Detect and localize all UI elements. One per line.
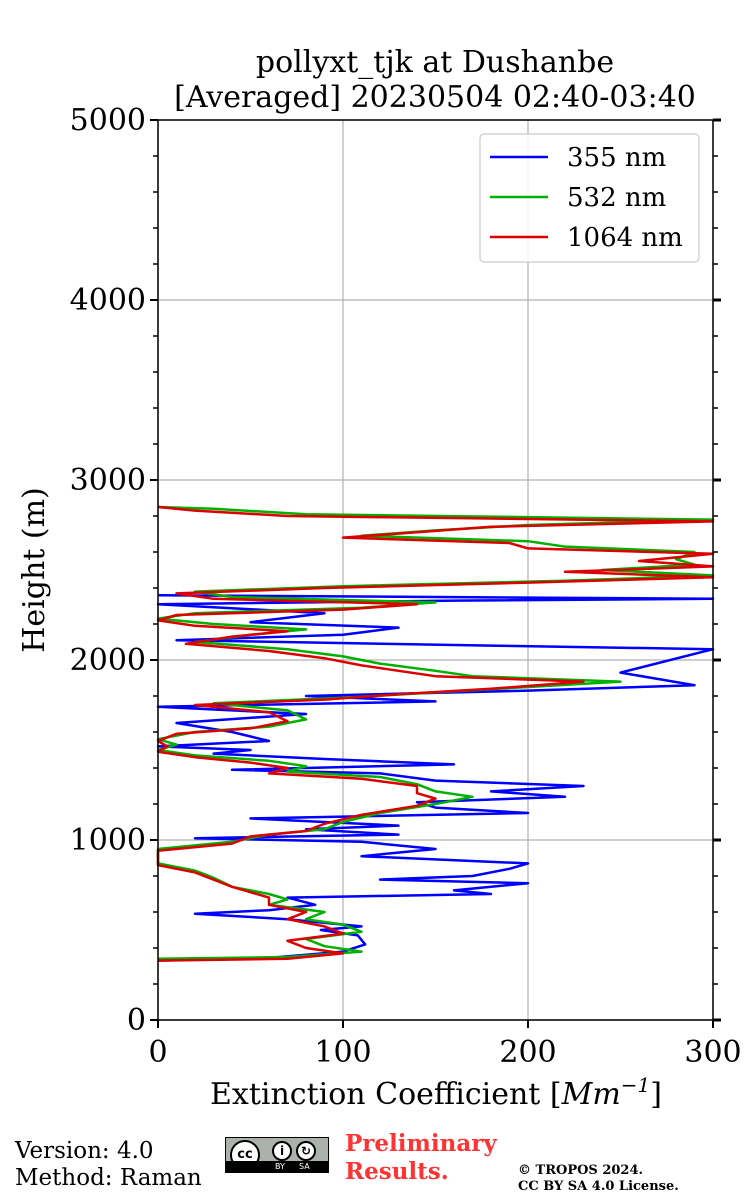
x-tick-label: 100 [314,1035,371,1070]
axis-ticks [150,118,721,1028]
y-axis-label: Height (m) [17,487,52,652]
series-layer [156,505,715,962]
series-line-1064-nm [156,505,715,962]
copyright-line2: CC BY SA 4.0 License. [518,1179,679,1194]
legend-entry-label: 532 nm [567,183,666,213]
sa-label: SA [299,1162,310,1171]
y-tick-label: 4000 [70,283,146,318]
attribution-icon: i [272,1141,292,1161]
copyright-note: © TROPOS 2024. CC BY SA 4.0 License. [518,1163,679,1195]
x-tick-label: 300 [684,1035,741,1070]
method-text: Method: Raman [15,1165,202,1191]
series-line-355-nm [156,593,715,962]
legend-entry-label: 355 nm [567,143,666,173]
x-axis-label: Extinction Coefficient [Mm−1] [210,1073,662,1112]
chart-title-line2: [Averaged] 20230504 02:40-03:40 [174,80,696,115]
by-label: BY [275,1162,285,1171]
y-tick-label: 2000 [70,643,146,678]
y-tick-label: 3000 [70,463,146,498]
y-tick-label: 5000 [70,103,146,138]
y-tick-label: 0 [127,1003,146,1038]
cc-by-sa-badge: cc i ↻ BY SA [225,1137,329,1173]
preliminary-line1: Preliminary [345,1130,497,1157]
legend: 355 nm 532 nm 1064 nm [479,133,700,263]
footer-info: Version: 4.0 Method: Raman [15,1138,202,1192]
share-alike-icon: ↻ [296,1141,316,1161]
plot-frame [157,119,714,1021]
preliminary-results-note: Preliminary Results. [345,1130,497,1186]
preliminary-line2: Results. [345,1158,449,1185]
chart-title-line1: pollyxt_tjk at Dushanbe [256,45,614,80]
extinction-profile-chart: pollyxt_tjk at Dushanbe [Averaged] 20230… [17,45,742,1112]
x-tick-label: 200 [499,1035,556,1070]
legend-entry-label: 1064 nm [567,223,683,253]
legend-box [479,133,700,263]
version-text: Version: 4.0 [15,1138,154,1164]
y-tick-label: 1000 [70,823,146,858]
x-tick-label: 0 [148,1035,167,1070]
copyright-line1: © TROPOS 2024. [518,1163,644,1178]
